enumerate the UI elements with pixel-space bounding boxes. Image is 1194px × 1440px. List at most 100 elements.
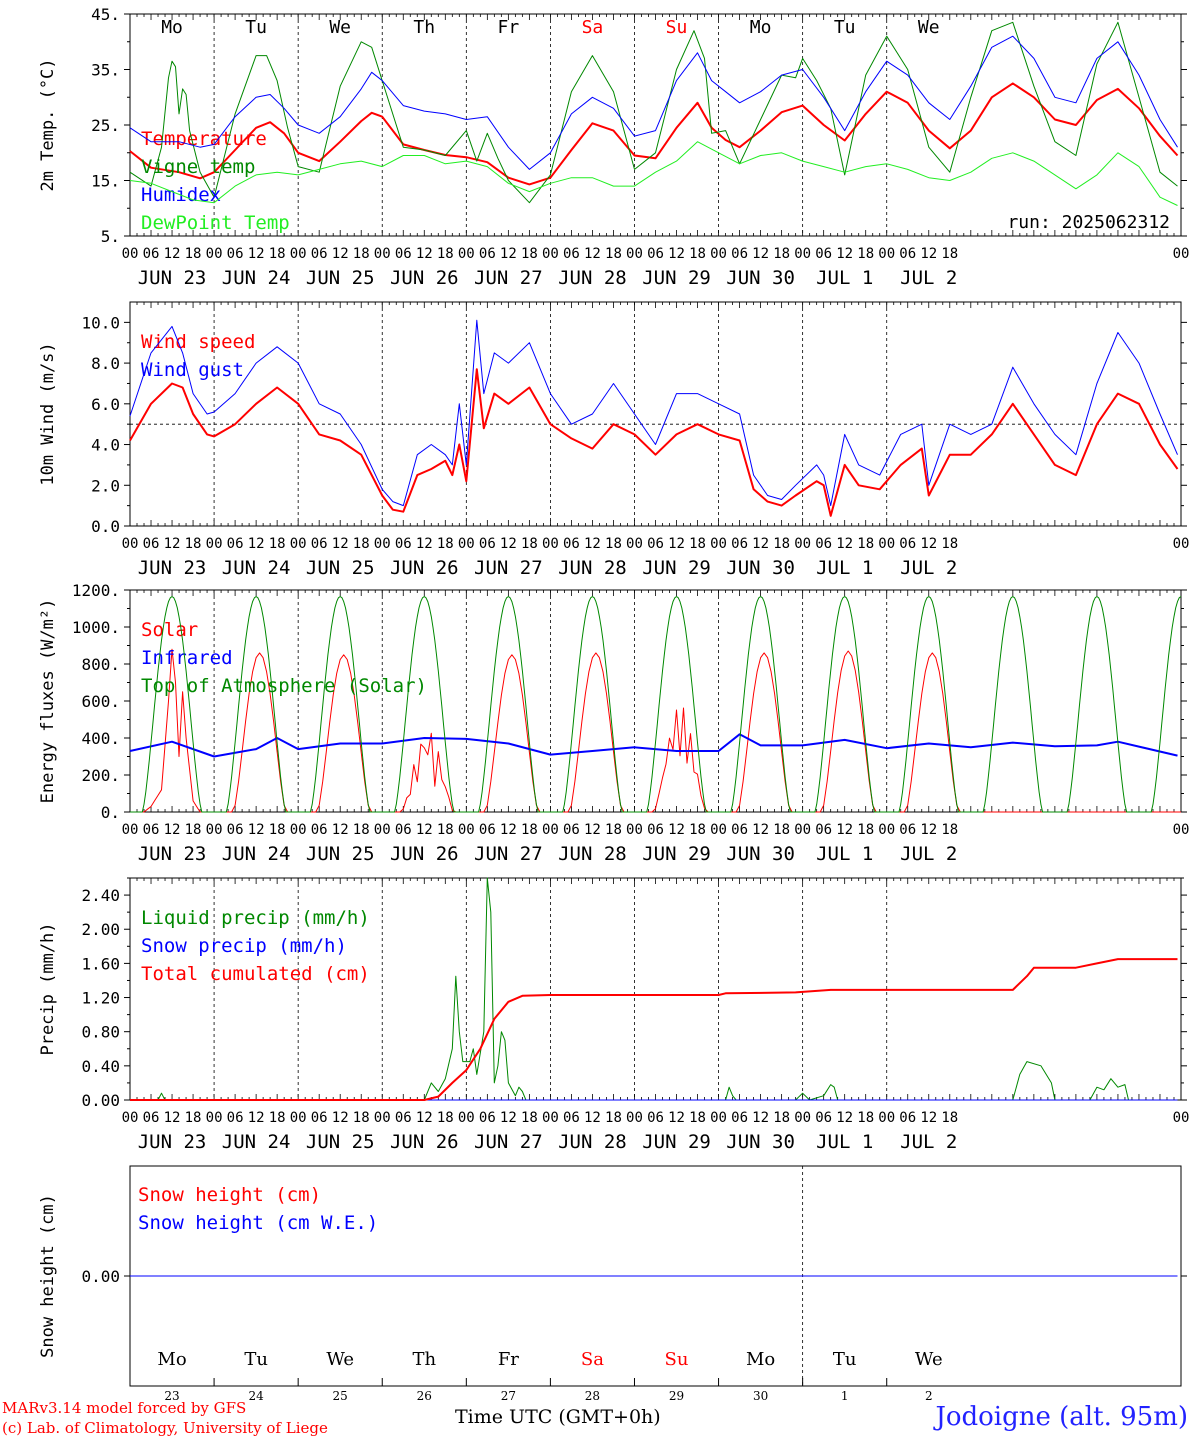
legend-entry: Top of Atmosphere (Solar) (141, 675, 427, 697)
day-name-label: Th (412, 1349, 436, 1370)
credit-line-2: (c) Lab. of Climatology, University of L… (2, 1419, 328, 1437)
hour-tick-label: 12 (584, 822, 601, 838)
hour-tick-label: 06 (143, 536, 160, 552)
y-tick-label: 15. (91, 172, 120, 191)
hour-tick-label: 00 (542, 536, 559, 552)
hour-tick-label: 00 (206, 822, 223, 838)
date-number-label: 28 (585, 1389, 600, 1403)
hour-tick-label: 06 (731, 822, 748, 838)
hour-tick-label: 12 (164, 536, 181, 552)
day-name-label: Fr (498, 17, 520, 38)
y-axis-label: 2m Temp. (°C) (38, 58, 58, 191)
day-name-label: Th (413, 17, 435, 38)
hour-tick-label: 00 (710, 246, 727, 262)
series-line-wind-gust (129, 319, 1178, 507)
hour-tick-label: 00 (1173, 246, 1190, 262)
hour-tick-label: 18 (185, 536, 202, 552)
y-tick-label: 4.0 (91, 436, 120, 455)
day-name-label: We (329, 17, 351, 38)
legend-entry: Total cumulated (cm) (141, 963, 370, 985)
hour-tick-label: 12 (500, 1110, 517, 1126)
hour-tick-label: 12 (332, 246, 349, 262)
hour-tick-label: 06 (311, 246, 328, 262)
date-label: JUN 27 (474, 267, 543, 289)
plot-frame (129, 301, 1182, 527)
hour-tick-label: 18 (605, 536, 622, 552)
hour-tick-label: 00 (878, 536, 895, 552)
hour-tick-label: 06 (899, 536, 916, 552)
legend-entry: Temperature (141, 128, 267, 150)
y-tick-label: 25. (91, 116, 120, 135)
hour-tick-label: 00 (122, 246, 139, 262)
hour-tick-label: 18 (353, 246, 370, 262)
day-name-label: Tu (833, 1349, 857, 1370)
hour-tick-label: 06 (899, 246, 916, 262)
day-name-label: Mo (750, 17, 772, 38)
y-tick-label: 800. (81, 655, 120, 674)
date-label: JUN 26 (390, 557, 459, 579)
hour-tick-label: 12 (248, 536, 265, 552)
date-label: JUL 2 (900, 1131, 957, 1153)
hour-tick-label: 12 (752, 822, 769, 838)
series-line-liquid-precip-mm-h- (130, 877, 1178, 1101)
y-axis-label: Snow height (cm) (38, 1194, 58, 1358)
y-tick-label: 2.0 (91, 476, 120, 495)
day-name-label: Mo (746, 1349, 775, 1370)
y-tick-label: 200. (81, 766, 120, 785)
hour-tick-label: 06 (647, 1110, 664, 1126)
hour-tick-label: 06 (479, 246, 496, 262)
hour-tick-label: 00 (122, 1110, 139, 1126)
hour-tick-label: 12 (416, 246, 433, 262)
hour-tick-label: 00 (290, 246, 307, 262)
day-name-label: Mo (161, 17, 183, 38)
date-label: JUN 24 (222, 1131, 291, 1153)
hour-tick-label: 18 (437, 536, 454, 552)
legend-entry: Infrared (141, 647, 233, 669)
date-label: JUN 29 (642, 843, 711, 865)
hour-tick-label: 12 (752, 1110, 769, 1126)
hour-tick-label: 12 (836, 1110, 853, 1126)
hour-tick-label: 18 (773, 536, 790, 552)
date-label: JUN 27 (474, 557, 543, 579)
hour-tick-label: 00 (290, 822, 307, 838)
hour-tick-label: 06 (395, 822, 412, 838)
date-label: JUN 29 (642, 557, 711, 579)
hour-tick-label: 00 (374, 536, 391, 552)
time-axis-label: Time UTC (GMT+0h) (455, 1406, 661, 1428)
hour-tick-label: 06 (731, 536, 748, 552)
y-tick-label: 2.40 (81, 886, 120, 905)
hour-tick-label: 12 (668, 246, 685, 262)
run-label: run: 2025062312 (1007, 212, 1170, 233)
hour-tick-label: 18 (605, 246, 622, 262)
hour-tick-label: 00 (878, 822, 895, 838)
date-label: JUN 25 (306, 267, 375, 289)
legend-entry: Wind gust (141, 359, 244, 381)
hour-tick-label: 06 (815, 536, 832, 552)
hour-tick-label: 18 (941, 536, 958, 552)
hour-tick-label: 06 (143, 246, 160, 262)
date-label: JUN 29 (642, 267, 711, 289)
hour-tick-label: 06 (143, 822, 160, 838)
hour-tick-label: 06 (227, 1110, 244, 1126)
hour-tick-label: 00 (122, 536, 139, 552)
legend-entry: Solar (141, 619, 198, 641)
day-name-label: Tu (244, 1349, 268, 1370)
date-number-label: 2 (925, 1389, 933, 1403)
hour-tick-label: 00 (794, 822, 811, 838)
hour-tick-label: 12 (248, 1110, 265, 1126)
y-tick-label: 6.0 (91, 395, 120, 414)
hour-tick-label: 18 (521, 1110, 538, 1126)
hour-tick-label: 18 (521, 822, 538, 838)
hour-tick-label: 00 (206, 246, 223, 262)
hour-tick-label: 06 (311, 1110, 328, 1126)
date-label: JUN 23 (138, 843, 207, 865)
date-label: JUN 28 (558, 1131, 627, 1153)
hour-tick-label: 12 (920, 246, 937, 262)
legend-entry: Liquid precip (mm/h) (141, 907, 370, 929)
day-name-label: We (326, 1349, 354, 1370)
date-number-label: 23 (164, 1389, 179, 1403)
hour-tick-label: 18 (437, 822, 454, 838)
hour-tick-label: 00 (794, 536, 811, 552)
hour-tick-label: 18 (353, 536, 370, 552)
day-name-label: Mo (157, 1349, 186, 1370)
